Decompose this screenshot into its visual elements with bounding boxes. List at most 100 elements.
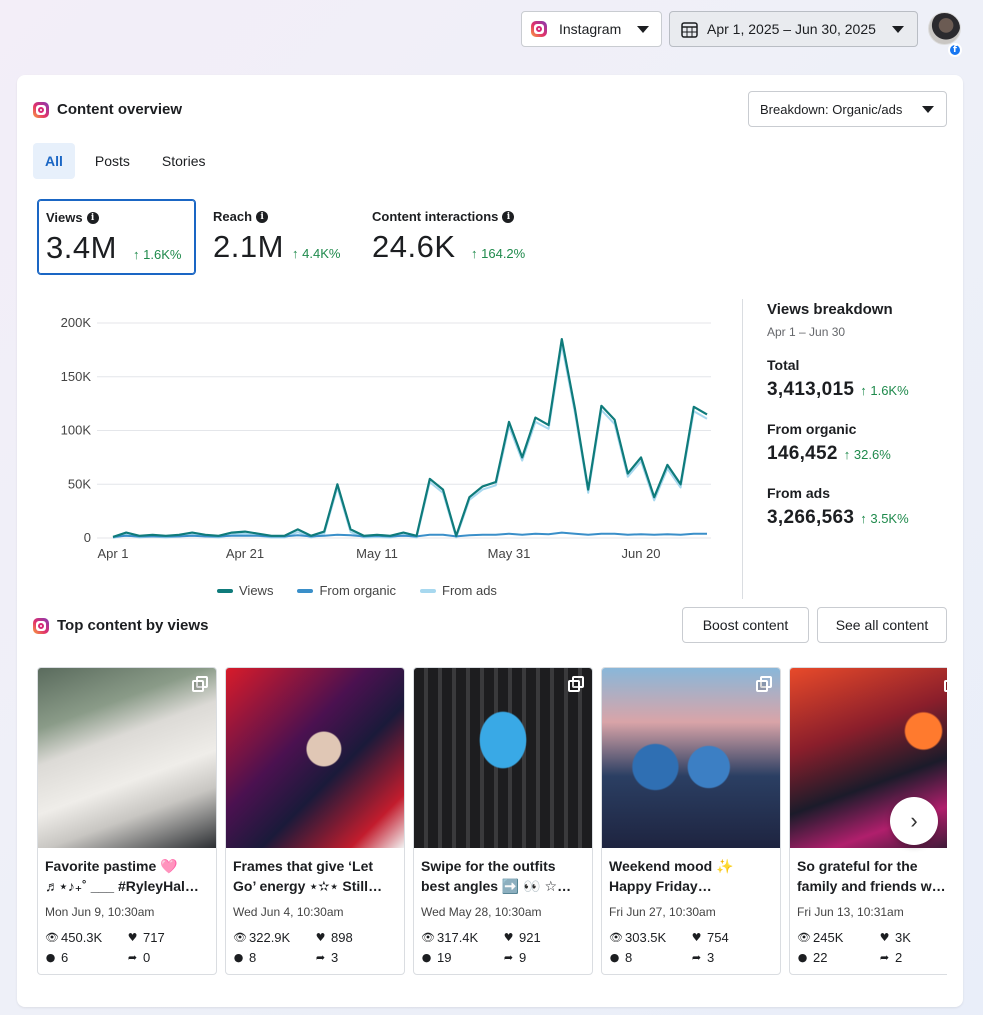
metric-reach[interactable]: Reach i 2.1M ↑ 4.4K% <box>205 199 355 275</box>
share-icon: ➦ <box>691 951 702 964</box>
stat-value: 22 <box>813 950 828 965</box>
stat-value: 6 <box>61 950 69 965</box>
caret-down-icon <box>892 26 904 33</box>
eye-icon: 👁 <box>421 931 435 944</box>
comment-icon: ● <box>609 951 620 964</box>
post-views: 👁 322.9K <box>233 930 290 945</box>
metric-delta-text: 4.4K% <box>302 246 341 261</box>
post-card[interactable]: Swipe for the outfits best angles ➡️ 👀 ☆…… <box>413 667 593 975</box>
stat-value: 317.4K <box>437 930 479 945</box>
caption-line: ♬⋆♪₊˚ ___ #RyleyHal… <box>45 878 199 894</box>
metric-delta-text: 164.2% <box>481 246 526 261</box>
eye-icon: 👁 <box>797 931 811 944</box>
legend-swatch <box>217 588 233 593</box>
arrow-up-icon: ↑ <box>471 246 478 261</box>
x-tick-label: May 11 <box>356 546 398 561</box>
info-icon[interactable]: i <box>86 211 99 224</box>
top-content-header: Top content by views <box>33 617 208 634</box>
post-caption: Favorite pastime 🩷 ♬⋆♪₊˚ ___ #RyleyHal… <box>45 856 211 896</box>
post-card[interactable]: Favorite pastime 🩷 ♬⋆♪₊˚ ___ #RyleyHal… M… <box>37 667 217 975</box>
caption-line: Swipe for the outfits <box>421 858 556 874</box>
carousel-icon <box>944 676 947 692</box>
heart-icon: ♥ <box>879 931 890 944</box>
post-date: Wed May 28, 10:30am <box>421 905 542 919</box>
date-range-selector[interactable]: Apr 1, 2025 – Jun 30, 2025 <box>669 11 918 47</box>
legend-organic[interactable]: From organic <box>297 583 396 598</box>
metric-views[interactable]: Views i 3.4M ↑ 1.6K% <box>37 199 196 275</box>
series-line-views[interactable] <box>112 337 708 538</box>
heart-icon: ♥ <box>315 931 326 944</box>
top-bar: Instagram Apr 1, 2025 – Jun 30, 2025 f <box>0 11 983 57</box>
chevron-right-icon[interactable]: › <box>890 797 938 845</box>
platform-label: Instagram <box>559 21 622 37</box>
info-icon[interactable]: i <box>256 210 269 223</box>
post-shares: ➦ 0 <box>127 950 150 965</box>
metric-label: Views i <box>46 210 99 225</box>
content-tabs: All Posts Stories <box>33 143 225 179</box>
divider <box>742 299 743 599</box>
content-overview-header: Content overview <box>33 101 182 118</box>
top-content-title: Top content by views <box>57 617 209 634</box>
post-comments: ● 22 <box>797 950 828 965</box>
post-date: Fri Jun 27, 10:30am <box>609 905 716 919</box>
breakdown-organic-value: 146,452 ↑ 32.6% <box>767 443 891 465</box>
metric-value: 3.4M <box>46 230 117 265</box>
see-all-content-button[interactable]: See all content <box>817 607 947 643</box>
tab-all[interactable]: All <box>33 143 75 179</box>
legend-swatch <box>420 588 437 593</box>
series-line-from-ads[interactable] <box>112 343 708 539</box>
platform-selector[interactable]: Instagram <box>521 11 662 47</box>
y-tick-label: 100K <box>61 423 92 438</box>
legend-views[interactable]: Views <box>217 583 273 598</box>
y-tick-label: 50K <box>68 476 91 491</box>
post-caption: Swipe for the outfits best angles ➡️ 👀 ☆… <box>421 856 587 896</box>
date-range-label: Apr 1, 2025 – Jun 30, 2025 <box>707 21 876 37</box>
stat-value: 9 <box>519 950 527 965</box>
chart-svg: 0 50K 100K 150K 200K Apr 1 Apr 21 May 11 May 31 J… <box>61 315 711 561</box>
arrow-up-icon: ↑ <box>292 246 299 261</box>
breakdown-total-label: Total <box>767 357 800 373</box>
breakdown-delta: ↑ 3.5K% <box>860 511 909 526</box>
post-comments: ● 6 <box>45 950 69 965</box>
post-comments: ● 19 <box>421 950 452 965</box>
metric-value: 2.1M <box>213 229 284 264</box>
caption-line: Happy Friday… <box>609 878 712 894</box>
post-caption: So grateful for the family and friends w… <box>797 856 947 896</box>
stat-value: 322.9K <box>249 930 291 945</box>
eye-icon: 👁 <box>233 931 247 944</box>
post-card[interactable]: Frames that give ‘Let Go’ energy ⋆✫⋆ Stil… <box>225 667 405 975</box>
post-likes: ♥ 3K <box>879 930 911 945</box>
y-tick-label: 200K <box>61 315 92 330</box>
metric-content-interactions[interactable]: Content interactions i 24.6K ↑ 164.2% <box>364 199 554 275</box>
stat-value: 3 <box>707 950 715 965</box>
post-card[interactable]: Weekend mood ✨ Happy Friday… Fri Jun 27, … <box>601 667 781 975</box>
metric-label-text: Views <box>46 210 83 225</box>
boost-content-button[interactable]: Boost content <box>682 607 809 643</box>
eye-icon: 👁 <box>609 931 623 944</box>
metric-delta: ↑ 164.2% <box>471 246 525 261</box>
post-shares: ➦ 9 <box>503 950 526 965</box>
carousel-icon <box>756 676 772 692</box>
carousel-icon <box>192 676 208 692</box>
breakdown-ads-value: 3,266,563 ↑ 3.5K% <box>767 507 909 529</box>
breakdown-dropdown[interactable]: Breakdown: Organic/ads <box>748 91 947 127</box>
share-icon: ➦ <box>879 951 890 964</box>
metric-label: Reach i <box>213 209 269 224</box>
tab-posts[interactable]: Posts <box>94 153 130 169</box>
stat-value: 303.5K <box>625 930 667 945</box>
tab-stories[interactable]: Stories <box>161 153 206 169</box>
legend-ads[interactable]: From ads <box>420 583 497 598</box>
breakdown-ads-label: From ads <box>767 485 831 501</box>
metric-label-text: Content interactions <box>372 209 499 224</box>
legend-swatch <box>297 588 314 593</box>
views-breakdown-range: Apr 1 – Jun 30 <box>767 325 846 339</box>
breakdown-delta: ↑ 32.6% <box>843 447 891 462</box>
caption-line: Weekend mood ✨ <box>609 858 734 874</box>
post-likes: ♥ 898 <box>315 930 353 945</box>
user-avatar-icon[interactable] <box>928 12 961 45</box>
instagram-icon <box>531 21 547 37</box>
caption-line: family and friends w… <box>797 878 946 894</box>
metric-delta: ↑ 1.6K% <box>133 247 181 262</box>
post-thumbnail <box>602 668 780 848</box>
info-icon[interactable]: i <box>502 210 515 223</box>
